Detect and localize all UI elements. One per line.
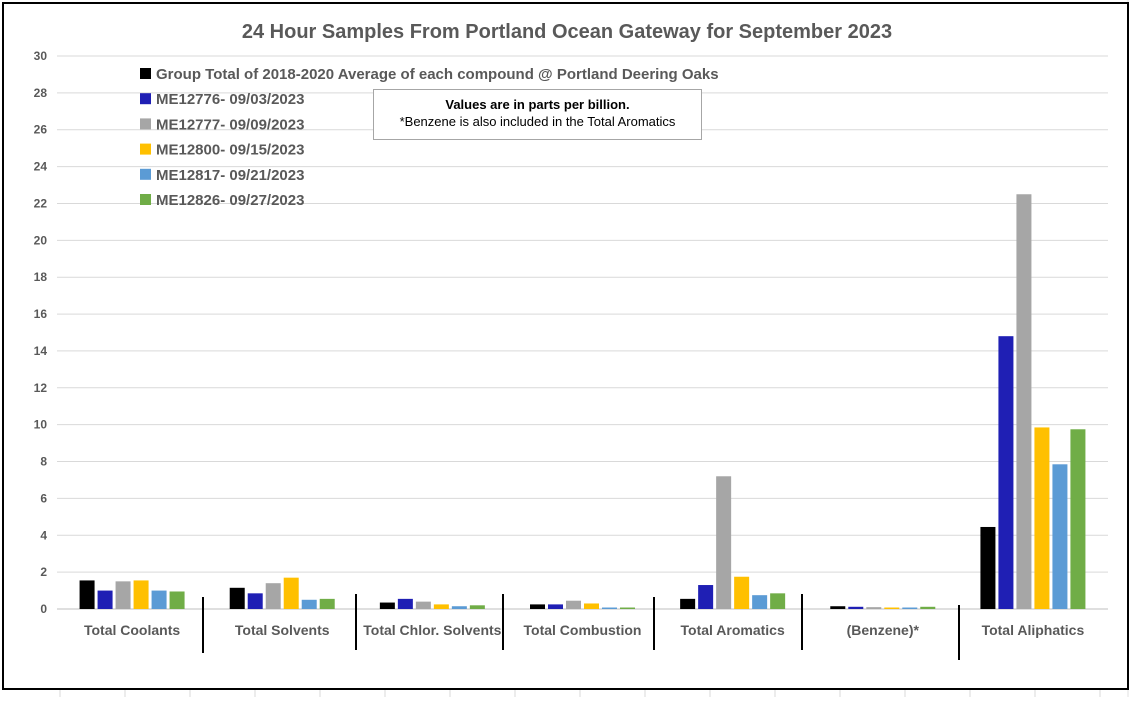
bar	[566, 600, 581, 609]
y-tick-label: 8	[40, 455, 47, 469]
bar	[79, 580, 95, 609]
x-category-label: Total Aromatics	[681, 622, 785, 638]
annotation-box: Values are in parts per billion. *Benzen…	[373, 89, 702, 140]
annotation-line-2: *Benzene is also included in the Total A…	[399, 114, 676, 129]
legend-label: ME12800- 09/15/2023	[156, 142, 304, 159]
y-tick-label: 30	[34, 49, 48, 63]
x-category-label: Total Solvents	[235, 622, 330, 638]
chart-title: 24 Hour Samples From Portland Ocean Gate…	[242, 21, 892, 43]
y-tick-label: 28	[34, 86, 48, 100]
bar	[469, 605, 485, 609]
bar	[451, 606, 467, 609]
bar	[115, 581, 131, 609]
y-tick-label: 4	[40, 528, 47, 542]
bar	[530, 604, 545, 609]
bar	[379, 602, 395, 609]
bar	[433, 604, 449, 609]
bar	[998, 336, 1014, 609]
x-category-label: Total Coolants	[84, 622, 180, 638]
bar	[866, 607, 882, 609]
bar	[397, 598, 413, 609]
legend-swatch	[140, 168, 151, 180]
y-tick-label: 6	[40, 491, 47, 505]
bar	[169, 591, 185, 609]
legend-swatch	[140, 194, 151, 205]
bar	[602, 607, 617, 609]
bar	[247, 593, 263, 609]
bar	[980, 526, 996, 609]
bar	[319, 598, 335, 609]
x-category-label: Total Chlor. Solvents	[363, 622, 501, 638]
y-tick-label: 24	[34, 160, 48, 174]
x-axis: Total Coolants Total Solvents Total Chlor.…	[84, 594, 1084, 660]
bar	[698, 585, 714, 609]
y-tick-label: 18	[34, 270, 48, 284]
gridlines	[57, 55, 1108, 610]
bar	[830, 606, 846, 609]
bar	[415, 601, 431, 609]
y-tick-label: 0	[40, 602, 47, 616]
y-tick-label: 16	[34, 307, 48, 321]
bar	[848, 606, 864, 609]
y-tick-label: 12	[34, 381, 48, 395]
annotation-line-1: Values are in parts per billion.	[445, 97, 630, 112]
legend-label: ME12777- 09/09/2023	[156, 116, 304, 133]
bar	[1070, 429, 1086, 609]
y-tick-label: 22	[34, 196, 48, 210]
bar	[548, 604, 563, 609]
legend-swatch	[140, 143, 151, 155]
legend-swatch	[140, 118, 151, 130]
y-tick-label: 26	[34, 123, 48, 137]
bar	[1052, 464, 1068, 609]
legend-swatch	[140, 68, 151, 79]
bar	[620, 607, 635, 609]
y-tick-label: 10	[34, 418, 48, 432]
bar	[283, 577, 299, 609]
bar	[920, 606, 936, 609]
bar	[584, 603, 599, 609]
bar	[902, 607, 918, 609]
bar	[229, 587, 245, 609]
legend: Group Total of 2018-2020 Average of each…	[140, 66, 719, 209]
y-tick-label: 2	[40, 565, 47, 579]
x-category-label: Total Combustion	[524, 622, 642, 638]
x-category-label: Total Aliphatics	[982, 622, 1085, 638]
bar	[151, 590, 167, 609]
legend-swatch	[140, 93, 151, 105]
bar	[301, 599, 317, 609]
bar	[770, 593, 786, 609]
legend-label: ME12817- 09/21/2023	[156, 167, 304, 184]
bar	[1034, 427, 1050, 609]
bar	[265, 583, 281, 609]
bar	[1016, 194, 1032, 609]
x-category-label: (Benzene)*	[847, 622, 920, 638]
bar	[716, 476, 732, 609]
bars	[79, 194, 1086, 609]
bar	[752, 595, 768, 609]
legend-label: Group Total of 2018-2020 Average of each…	[156, 66, 719, 83]
legend-label: ME12826- 09/27/2023	[156, 192, 304, 209]
bar	[680, 598, 696, 609]
y-tick-label: 14	[34, 344, 48, 358]
y-tick-label: 20	[34, 233, 48, 247]
bar	[133, 580, 149, 609]
legend-label: ME12776- 09/03/2023	[156, 91, 304, 108]
bar	[97, 590, 113, 609]
bar	[884, 607, 900, 609]
bar	[734, 576, 750, 609]
